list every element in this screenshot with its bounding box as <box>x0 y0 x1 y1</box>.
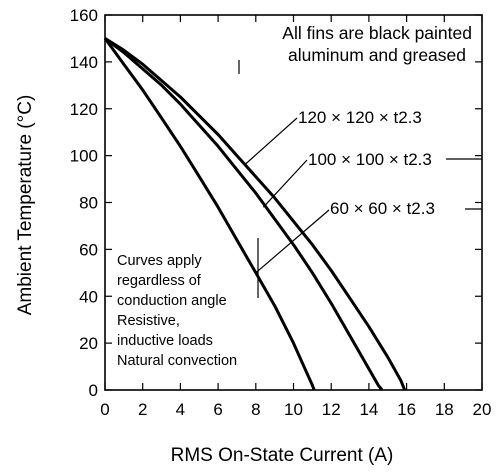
label-leader-lines <box>238 60 482 298</box>
y-tick-label: 120 <box>70 100 98 119</box>
y-tick-label: 0 <box>89 381 98 400</box>
bottom-note-line-5: inductive loads <box>117 333 213 349</box>
leader-120 <box>244 117 298 166</box>
y-tick-label: 20 <box>79 334 98 353</box>
x-tick-label: 0 <box>100 400 109 419</box>
x-tick-label: 6 <box>213 400 222 419</box>
x-tick-label: 12 <box>322 400 341 419</box>
curves <box>103 37 407 391</box>
leader-60 <box>255 209 330 274</box>
x-axis-title: RMS On-State Current (A) <box>171 445 394 466</box>
bottom-note-line-2: regardless of <box>117 273 202 289</box>
x-tick-label: 4 <box>176 400 185 419</box>
y-tick-label: 160 <box>70 6 98 25</box>
leader-100 <box>262 159 308 208</box>
top-note-line-2: aluminum and greased <box>288 45 466 65</box>
series-label-60: 60 × 60 × t2.3 <box>330 199 435 218</box>
x-tick-label: 8 <box>251 400 260 419</box>
y-tick-label: 60 <box>79 240 98 259</box>
x-tick-label: 18 <box>435 400 454 419</box>
axis-ticks: 0 2 4 6 8 10 12 14 16 18 20 0 20 40 60 80 100 120 140 160 <box>70 6 492 419</box>
top-note-line-1: All fins are black painted <box>282 23 472 43</box>
bottom-note-line-6: Natural convection <box>117 353 237 369</box>
bottom-note-line-4: Resistive, <box>117 313 180 329</box>
x-tick-label: 10 <box>284 400 303 419</box>
curve-100x100 <box>104 37 384 391</box>
y-tick-label: 40 <box>79 287 98 306</box>
bottom-note-line-1: Curves apply <box>117 253 202 269</box>
curve-120x120 <box>104 37 407 391</box>
x-tick-label: 20 <box>473 400 492 419</box>
x-tick-label: 16 <box>397 400 416 419</box>
x-tick-label: 14 <box>359 400 378 419</box>
curve-60x60 <box>103 37 316 391</box>
y-tick-label: 80 <box>79 194 98 213</box>
bottom-note-line-3: conduction angle <box>117 293 227 309</box>
y-tick-label: 100 <box>70 147 98 166</box>
x-tick-label: 2 <box>138 400 147 419</box>
series-label-120: 120 × 120 × t2.3 <box>298 108 422 127</box>
y-axis-title: Ambient Temperature (°C) <box>15 95 36 316</box>
y-tick-label: 140 <box>70 53 98 72</box>
series-label-100: 100 × 100 × t2.3 <box>308 150 432 169</box>
